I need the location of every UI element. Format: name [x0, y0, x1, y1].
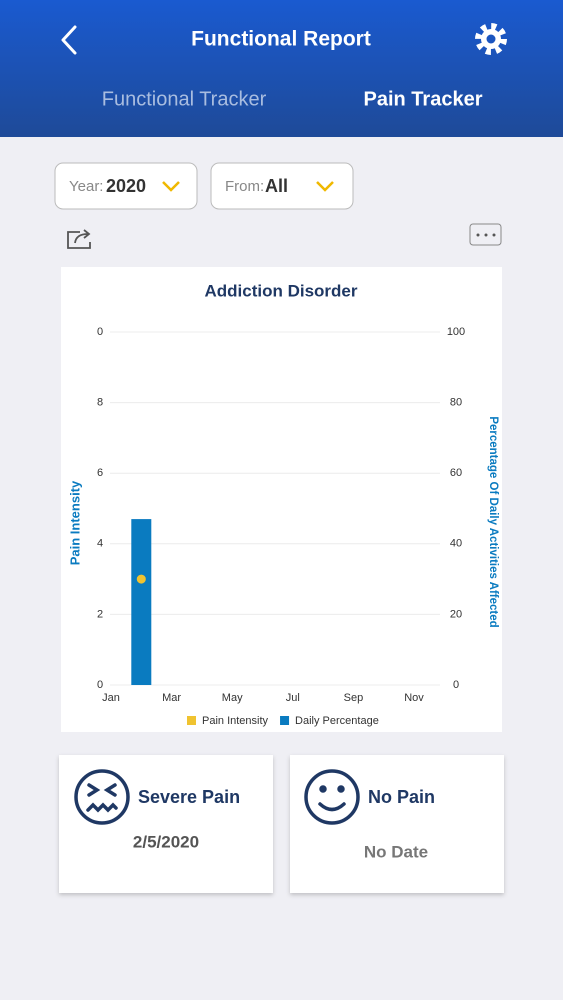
legend-label: Daily Percentage	[295, 715, 379, 727]
legend-label: Pain Intensity	[202, 715, 269, 727]
x-tick-label: Sep	[344, 692, 364, 704]
tab[interactable]: Functional Tracker	[102, 88, 267, 110]
chart: Addiction Disorder Pain Intensity Percen…	[67, 281, 499, 726]
header-title: Functional Report	[191, 28, 371, 51]
y-axis-label: Pain Intensity	[67, 480, 82, 565]
dropdown-value: 2020	[106, 176, 146, 196]
year-dropdown[interactable]: Year: 2020	[54, 162, 198, 210]
y2-tick-label: 0	[453, 679, 459, 691]
card-label: Severe Pain	[138, 787, 240, 807]
y-tick-label: 8	[97, 397, 103, 409]
card-date: No Date	[364, 842, 428, 861]
chart-card	[61, 267, 502, 732]
dropdown-label: From:	[225, 178, 264, 195]
dropdown-label: Year:	[69, 178, 103, 195]
y-tick-label: 4	[97, 538, 103, 550]
severe-pain-icon	[74, 769, 130, 825]
y2-tick-label: 20	[450, 608, 462, 620]
y-tick-label: 2	[97, 608, 103, 620]
legend-swatch	[280, 716, 290, 725]
y2-tick-label: 100	[447, 326, 465, 338]
header	[0, 0, 563, 137]
legend-swatch	[187, 716, 196, 725]
back-button[interactable]	[61, 25, 77, 55]
more-button[interactable]	[469, 223, 502, 246]
point	[136, 574, 146, 584]
y2-tick-label: 60	[450, 467, 462, 479]
y-tick-label: 0	[97, 326, 103, 338]
x-tick-label: Jul	[286, 692, 300, 704]
x-tick-label: Nov	[404, 692, 424, 704]
x-tick-label: May	[222, 692, 243, 704]
y-tick-label: 0	[97, 679, 103, 691]
y2-tick-label: 40	[450, 538, 462, 550]
y-tick-label: 6	[97, 467, 103, 479]
x-tick-label: Mar	[162, 692, 181, 704]
from-dropdown[interactable]: From: All	[210, 162, 354, 210]
y2-tick-label: 80	[450, 397, 462, 409]
no-pain-icon	[304, 769, 360, 825]
dropdown-value: All	[265, 176, 288, 196]
chart-title: Addiction Disorder	[204, 281, 357, 300]
tab-active[interactable]: Pain Tracker	[364, 88, 483, 110]
y2-axis-label: Percentage Of Daily Activities Affected	[487, 416, 499, 627]
settings-button[interactable]	[475, 23, 507, 55]
card-date: 2/5/2020	[133, 832, 199, 851]
card-label: No Pain	[368, 787, 435, 807]
bar	[131, 519, 152, 685]
x-tick-label: Jan	[102, 692, 120, 704]
share-button[interactable]	[67, 229, 91, 249]
